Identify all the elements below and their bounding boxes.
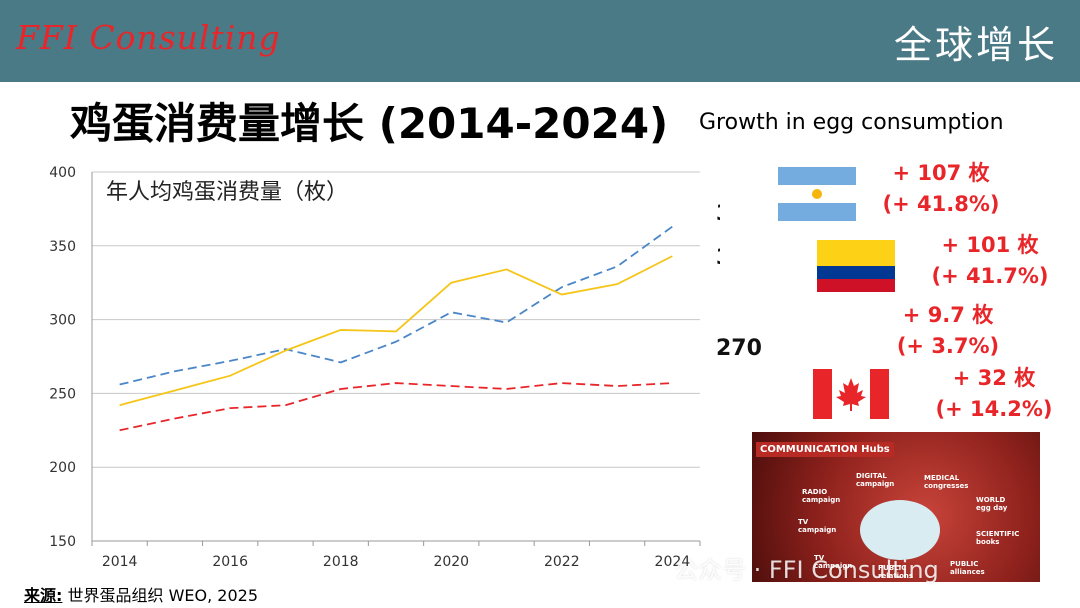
photo-hub-item: TV campaign xyxy=(798,518,837,534)
country3-percent: (+ 3.7%) xyxy=(896,334,1000,358)
photo-hub-item: PUBLIC alliances xyxy=(950,560,985,576)
canada-percent: (+ 14.2%) xyxy=(935,397,1053,421)
y-tick-label: 350 xyxy=(49,239,76,255)
x-tick-label: 2014 xyxy=(102,554,138,570)
y-tick-label: 300 xyxy=(49,313,76,329)
argentina-change: + 107 枚 xyxy=(892,161,990,185)
canada-change: + 32 枚 xyxy=(952,366,1036,390)
photo-hub-item: SCIENTIFIC books xyxy=(976,530,1020,546)
communication-hubs-photo: COMMUNICATION Hubs RADIO campaign DIGITAL… xyxy=(752,432,1040,582)
x-tick-label: 2018 xyxy=(323,554,359,570)
y-tick-label: 200 xyxy=(49,460,76,476)
series-line-2 xyxy=(119,382,673,432)
page-title: 鸡蛋消费量增长 (2014-2024) xyxy=(70,99,669,148)
egg-illustration xyxy=(860,500,940,560)
source-text: 世界蛋品组织 WEO, 2025 xyxy=(62,586,258,605)
argentina-stat: + 107 枚 (+ 41.8%) xyxy=(880,158,1002,220)
x-tick-label: 2016 xyxy=(212,554,248,570)
y-tick-label: 250 xyxy=(49,386,76,402)
photo-hub-item: WORLD egg day xyxy=(976,496,1008,512)
line-chart: 150 200 250 300 350 400 2014 2016 2018 2020 2022 20… xyxy=(49,165,720,570)
end-value-label: 363 xyxy=(716,201,720,225)
source-note: 来源: 世界蛋品组织 WEO, 2025 xyxy=(24,582,258,606)
y-tick-label: 150 xyxy=(49,534,76,550)
colombia-change: + 101 枚 xyxy=(941,233,1039,257)
photo-hub-item: RADIO campaign xyxy=(802,488,841,504)
photo-hub-item: PUBLIC relations xyxy=(878,564,914,580)
chart-title: 年人均鸡蛋消费量（枚） xyxy=(106,180,348,205)
watermark: 公众号 · FFI Consulting xyxy=(674,556,939,584)
colombia-percent: (+ 41.7%) xyxy=(931,264,1049,288)
page-subtitle: Growth in egg consumption xyxy=(699,110,1004,135)
photo-hub-title: COMMUNICATION Hubs xyxy=(756,442,894,457)
photo-hub-item: TV campaign xyxy=(814,554,853,570)
country3-change: + 9.7 枚 xyxy=(902,303,994,327)
x-tick-label: 2020 xyxy=(433,554,469,570)
x-tick-label: 2024 xyxy=(655,554,691,570)
country3-stat: + 9.7 枚 (+ 3.7%) xyxy=(886,300,1010,362)
header-bar: FFI Consulting 全球增长 xyxy=(0,0,1080,82)
photo-hub-item: MEDICAL congresses xyxy=(924,474,969,490)
end-label-270: 270 xyxy=(716,336,762,361)
series-line-0 xyxy=(119,225,673,386)
colombia-flag xyxy=(817,240,895,292)
section-title: 全球增长 xyxy=(893,23,1058,67)
y-tick-label: 400 xyxy=(49,165,76,181)
photo-hub-item: DIGITAL campaign xyxy=(856,472,895,488)
argentina-flag xyxy=(778,167,856,221)
colombia-stat: + 101 枚 (+ 41.7%) xyxy=(928,230,1052,292)
source-label: 来源: xyxy=(24,586,63,605)
end-value-label: 343 xyxy=(716,245,720,269)
x-tick-label: 2022 xyxy=(544,554,580,570)
canada-flag xyxy=(813,369,889,419)
canada-stat: + 32 枚 (+ 14.2%) xyxy=(932,363,1056,425)
series-line-1 xyxy=(119,255,673,407)
brand-logo: FFI Consulting xyxy=(16,18,281,57)
argentina-percent: (+ 41.8%) xyxy=(882,192,1000,216)
